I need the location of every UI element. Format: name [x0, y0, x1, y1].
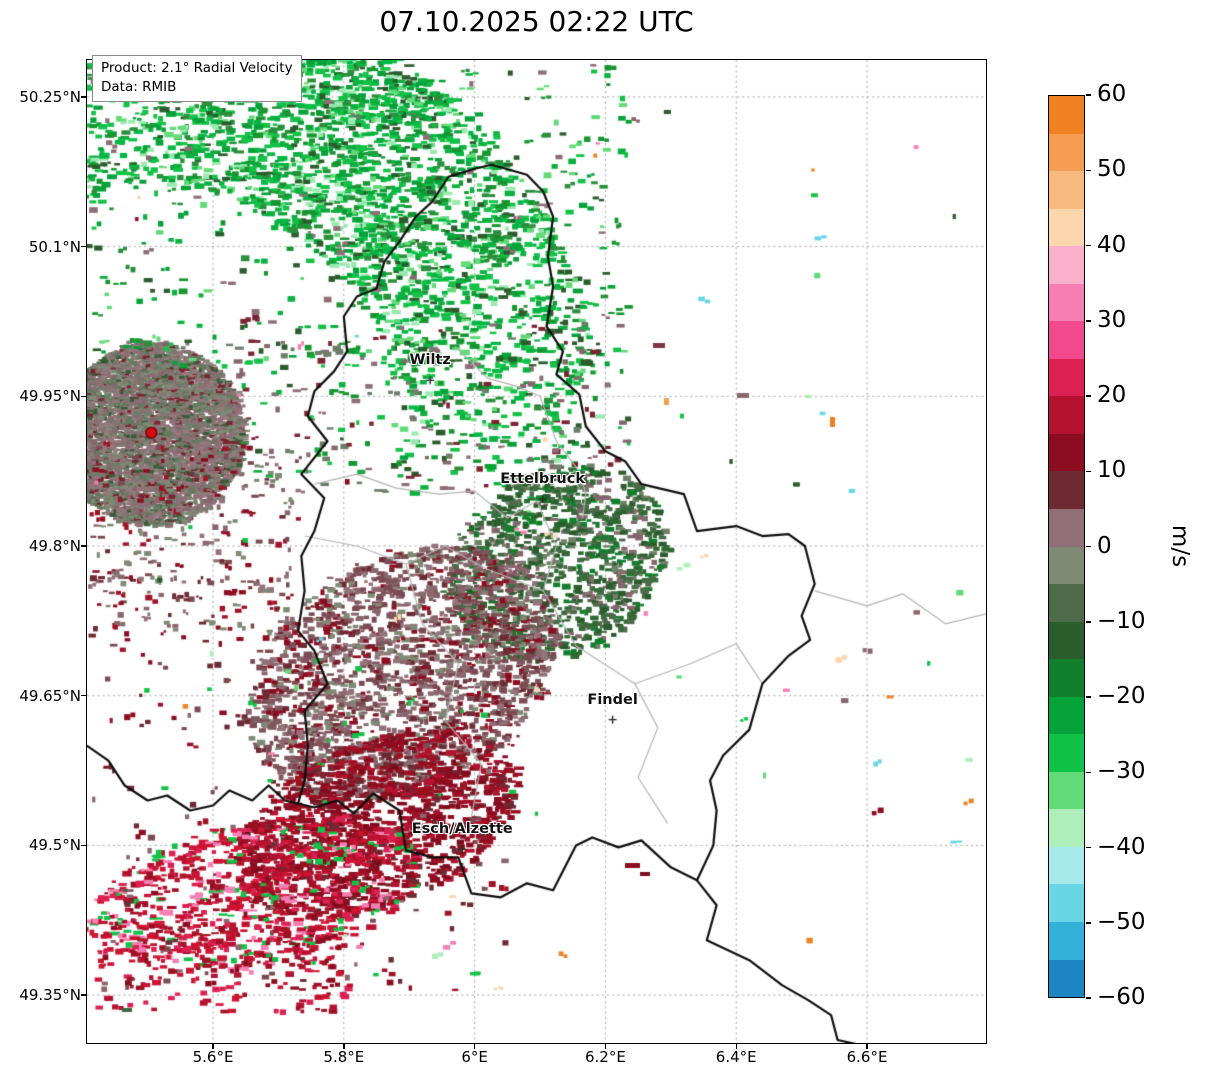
colorbar-tickmark: [1086, 922, 1091, 924]
colorbar-unit-label: m/s: [1167, 524, 1193, 568]
colorbar-segment: [1049, 396, 1084, 434]
product-label: Product: 2.1° Radial Velocity: [101, 60, 293, 76]
lon-tickmark: [343, 1044, 345, 1049]
lon-tickmark: [735, 1044, 737, 1049]
city-label: Findel: [587, 691, 638, 708]
lat-tick-label: 49.65°N: [19, 686, 81, 705]
colorbar-segment: [1049, 959, 1084, 998]
city-label: Esch/Alzette: [411, 821, 513, 838]
lon-tick-label: 6.4°E: [715, 1048, 757, 1066]
colorbar-segment: [1049, 884, 1084, 923]
colorbar-segment: [1049, 433, 1084, 472]
colorbar-tick-label: 50: [1097, 156, 1127, 183]
colorbar-segment: [1049, 321, 1084, 359]
colorbar-segment: [1049, 96, 1084, 134]
lon-tickmark: [473, 1044, 476, 1049]
lon-tick-label: 5.6°E: [192, 1048, 234, 1066]
colorbar-segment: [1049, 246, 1084, 284]
colorbar-tick-label: −20: [1097, 683, 1146, 709]
colorbar-tick-label: 40: [1097, 231, 1127, 258]
colorbar-tickmark: [1086, 621, 1091, 623]
colorbar-segment: [1049, 621, 1084, 660]
radar-map-canvas: [87, 60, 986, 1043]
colorbar-tickmark: [1086, 320, 1091, 322]
colorbar-tick-label: 60: [1097, 81, 1127, 107]
lat-tick-label: 49.5°N: [28, 836, 81, 855]
colorbar-segment: [1049, 922, 1084, 960]
colorbar-tick-label: 30: [1097, 306, 1127, 333]
colorbar-segment: [1049, 471, 1084, 510]
lat-tickmark: [81, 545, 86, 547]
lat-tickmark: [81, 844, 86, 847]
colorbar-segment: [1049, 584, 1084, 622]
colorbar-tickmark: [1086, 395, 1091, 397]
colorbar-segment: [1049, 171, 1084, 209]
figure-title: 07.10.2025 02:22 UTC: [379, 5, 694, 38]
colorbar-segment: [1049, 358, 1084, 397]
colorbar-tick-label: −60: [1097, 984, 1146, 1010]
colorbar-tickmark: [1086, 771, 1091, 773]
colorbar-tick-label: −50: [1097, 908, 1146, 935]
lat-tickmark: [81, 395, 86, 397]
colorbar-segment: [1049, 809, 1084, 847]
colorbar-tickmark: [1086, 545, 1091, 548]
lon-tick-label: 5.8°E: [323, 1048, 365, 1066]
colorbar-segment: [1049, 771, 1084, 810]
lat-tick-label: 49.35°N: [19, 986, 81, 1005]
lat-tickmark: [81, 245, 86, 248]
colorbar-tickmark: [1086, 997, 1091, 999]
product-info-box: Product: 2.1° Radial Velocity Data: RMIB: [92, 55, 302, 102]
colorbar-tick-label: 10: [1097, 457, 1127, 484]
colorbar-tickmark: [1086, 846, 1091, 849]
colorbar-segment: [1049, 696, 1084, 735]
colorbar-tick-label: −30: [1097, 758, 1146, 785]
lon-tick-label: 6.2°E: [585, 1048, 626, 1066]
lat-tickmark: [81, 96, 86, 98]
colorbar-segment: [1049, 659, 1084, 697]
city-label: Wiltz: [409, 352, 451, 369]
lon-tick-label: 6°E: [461, 1048, 488, 1066]
velocity-colorbar: [1048, 95, 1085, 998]
colorbar-tick-label: −40: [1097, 833, 1146, 860]
lon-tickmark: [866, 1044, 868, 1049]
colorbar-tickmark: [1086, 94, 1091, 96]
lat-tickmark: [81, 695, 86, 697]
lat-tick-label: 49.8°N: [28, 537, 81, 555]
colorbar-segment: [1049, 283, 1084, 322]
colorbar-tickmark: [1086, 169, 1091, 171]
lat-tick-label: 50.1°N: [28, 237, 81, 256]
colorbar-tickmark: [1086, 470, 1091, 472]
data-source-label: Data: RMIB: [101, 78, 177, 95]
colorbar-tick-label: 0: [1097, 532, 1112, 559]
colorbar-segment: [1049, 846, 1084, 885]
colorbar-tickmark: [1086, 696, 1091, 698]
lat-tickmark: [81, 994, 86, 996]
city-label: Ettelbruck: [500, 471, 585, 488]
colorbar-segment: [1049, 133, 1084, 172]
colorbar-tickmark: [1086, 244, 1091, 247]
lon-tick-label: 6.6°E: [846, 1048, 888, 1066]
colorbar-segment: [1049, 208, 1084, 247]
lat-tick-label: 49.95°N: [19, 387, 81, 406]
colorbar-segment: [1049, 546, 1084, 585]
lon-tickmark: [212, 1044, 214, 1049]
lat-tick-label: 50.25°N: [19, 87, 81, 106]
colorbar-tick-label: −10: [1097, 607, 1146, 634]
colorbar-tick-label: 20: [1097, 382, 1127, 408]
colorbar-segment: [1049, 509, 1084, 547]
colorbar-segment: [1049, 734, 1084, 772]
lon-tickmark: [604, 1044, 607, 1049]
